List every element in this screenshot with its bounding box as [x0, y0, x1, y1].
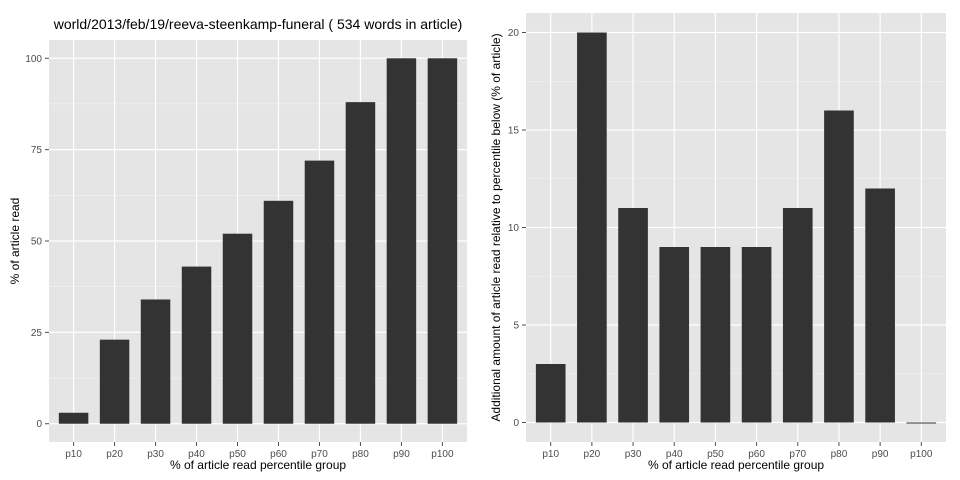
right-chart-x-tick-label: p70 [789, 449, 806, 460]
left-chart-x-tick-label: p70 [311, 449, 328, 460]
right-chart-bar-p70 [782, 208, 813, 423]
left-chart-bar-p100 [427, 58, 458, 424]
left-chart-bar-p30 [140, 299, 171, 424]
right-chart-x-tick-label: p30 [625, 449, 642, 460]
left-chart-x-tick-label: p20 [106, 449, 123, 460]
left-chart-x-tick-label: p50 [229, 449, 246, 460]
right-chart-x-tick-label: p80 [831, 449, 848, 460]
left-chart-y-axis-title: % of article read [8, 198, 22, 285]
left-chart-y-tick-label: 75 [31, 145, 43, 156]
right-chart-bar-p60 [741, 247, 772, 423]
right-chart-y-tick-label: 0 [513, 418, 519, 429]
left-chart-x-tick-label: p80 [352, 449, 369, 460]
right-chart-panel-group: 0 5 10 15 20 p10 p20 p30 p40 p50 p60 p70 p80 p90 p100%… [489, 13, 946, 472]
left-chart-title: world/2013/feb/19/reeva-steenkamp-funera… [53, 16, 463, 32]
left-chart-x-tick-label: p10 [65, 449, 82, 460]
left-chart-bar-p40 [181, 266, 212, 424]
left-chart-bar-p70 [304, 160, 335, 424]
right-chart-x-tick-label: p60 [748, 449, 765, 460]
right-chart-y-axis-title: Additional amount of article read relati… [489, 33, 503, 421]
left-chart-panel-group: 0 25 50 75 100 p10 p20 p30 p40 p50 p60 p70 p80 p90 p10… [8, 16, 467, 472]
right-chart-bar-p50 [700, 247, 731, 423]
right-chart-bar-p90 [865, 188, 895, 423]
right-chart-y-tick-label: 20 [508, 28, 520, 39]
right-chart-bar-p30 [618, 208, 648, 423]
right-chart-bar-p40 [659, 247, 690, 423]
right-chart-x-tick-label: p10 [542, 449, 559, 460]
right-chart-bar-p100 [906, 422, 937, 424]
left-chart-x-tick-label: p60 [270, 449, 287, 460]
right-chart-x-tick-label: p40 [666, 449, 683, 460]
right-chart-bar-p10 [535, 364, 566, 423]
right-chart-x-tick-label: p90 [872, 449, 889, 460]
right-chart-y-tick-label: 10 [508, 223, 520, 234]
left-chart-y-tick-label: 50 [31, 237, 43, 248]
left-chart-y-tick-label: 0 [36, 419, 42, 430]
right-chart-bar-p20 [577, 32, 607, 423]
left-chart-x-tick-label: p30 [147, 449, 164, 460]
left-chart-y-tick-label: 25 [31, 328, 43, 339]
left-chart-x-tick-label: p100 [431, 449, 454, 460]
right-chart-x-tick-label: p20 [584, 449, 601, 460]
right-chart-x-tick-label: p50 [707, 449, 724, 460]
left-chart-y-tick-label: 100 [25, 54, 42, 65]
right-chart-bar-p80 [824, 110, 854, 423]
left-chart-bar-p20 [99, 339, 130, 424]
left-chart-bar-p80 [345, 102, 376, 424]
left-chart-x-tick-label: p90 [393, 449, 410, 460]
right-chart-y-tick-label: 15 [508, 126, 520, 137]
left-chart-bar-p50 [222, 233, 253, 424]
left-chart-x-axis-title: % of article read percentile group [170, 458, 346, 472]
right-chart-y-tick-label: 5 [513, 321, 519, 332]
left-chart-bar-p10 [58, 412, 89, 424]
right-chart-x-tick-label: p100 [910, 449, 933, 460]
left-chart-x-tick-label: p40 [188, 449, 205, 460]
left-chart-bar-p90 [386, 58, 417, 424]
left-chart-bar-p60 [263, 200, 294, 424]
right-chart-x-axis-title: % of article read percentile group [648, 458, 824, 472]
